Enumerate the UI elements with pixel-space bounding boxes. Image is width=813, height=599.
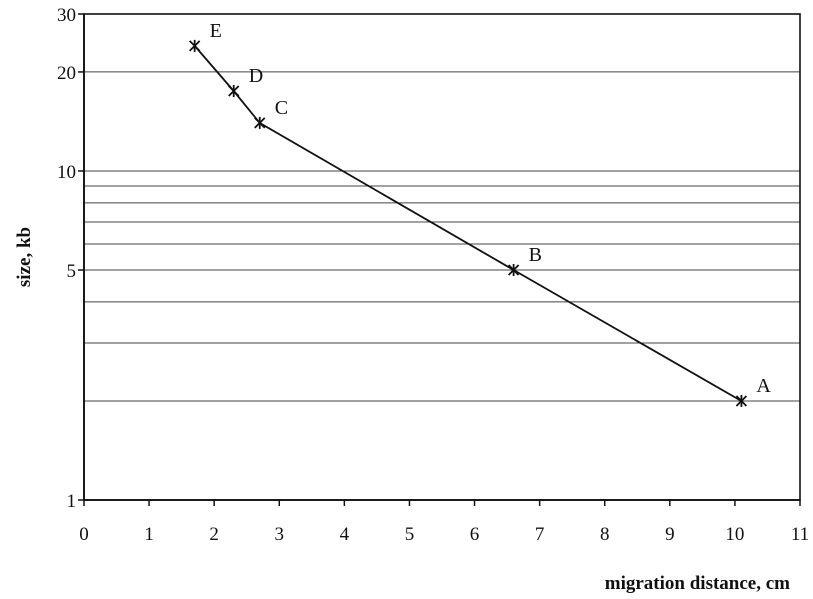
x-tick-label: 4 <box>340 524 350 545</box>
data-point-D <box>228 85 240 98</box>
data-label-A: A <box>756 375 771 397</box>
y-tick-label: 5 <box>67 261 77 282</box>
x-tick-label: 2 <box>209 524 219 545</box>
y-axis-title: size, kb <box>14 227 35 287</box>
x-tick-label: 10 <box>725 524 744 545</box>
data-label-E: E <box>210 20 222 42</box>
x-tick-label: 8 <box>600 524 610 545</box>
data-point-B <box>507 264 520 277</box>
y-tick-label: 10 <box>57 162 76 183</box>
data-series: E DC B A <box>189 20 771 407</box>
x-tick-label: 3 <box>275 524 285 545</box>
x-tick-label: 0 <box>79 524 89 545</box>
x-axis-title: migration distance, cm <box>605 573 790 594</box>
data-label-D: D <box>249 65 263 87</box>
data-point-A <box>735 394 748 407</box>
x-tick-label: 9 <box>665 524 675 545</box>
x-tick-label: 6 <box>470 524 480 545</box>
data-point-E <box>189 39 201 52</box>
x-tick-label: 11 <box>791 524 809 545</box>
plot-frame <box>83 13 801 501</box>
gridlines <box>84 71 800 402</box>
axis-ticks <box>78 13 801 506</box>
data-label-C: C <box>275 97 288 119</box>
x-tick-label: 7 <box>535 524 545 545</box>
x-tick-label: 5 <box>405 524 415 545</box>
x-tick-label: 1 <box>144 524 154 545</box>
y-tick-label: 1 <box>67 491 77 512</box>
data-point-C <box>254 116 266 129</box>
data-label-B: B <box>529 244 542 266</box>
y-tick-label: 30 <box>57 5 76 26</box>
y-tick-label: 20 <box>57 63 76 84</box>
